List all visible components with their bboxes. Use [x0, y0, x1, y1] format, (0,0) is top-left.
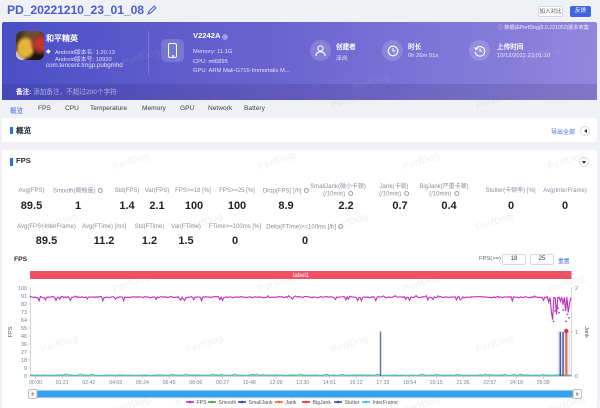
- svg-text:18:54: 18:54: [403, 380, 416, 386]
- svg-text:16:12: 16:12: [350, 380, 363, 386]
- svg-text:73: 73: [21, 310, 27, 316]
- svg-text:SmallJank: SmallJank: [249, 400, 273, 406]
- svg-text:14:51: 14:51: [323, 380, 336, 386]
- svg-text:0: 0: [24, 374, 27, 380]
- svg-text:18: 18: [21, 358, 27, 364]
- svg-text:Jank: Jank: [286, 400, 297, 406]
- svg-text:BigJank: BigJank: [313, 400, 332, 406]
- svg-text:01:21: 01:21: [56, 380, 69, 386]
- svg-text:FPS: FPS: [8, 326, 14, 337]
- svg-text:Smooth: Smooth: [219, 400, 237, 406]
- svg-text:08:06: 08:06: [189, 380, 202, 386]
- svg-text:Stutter: Stutter: [345, 400, 361, 406]
- svg-text:9: 9: [24, 366, 27, 372]
- svg-text:20:15: 20:15: [430, 380, 443, 386]
- svg-text:04:03: 04:03: [109, 380, 122, 386]
- svg-text:21:36: 21:36: [457, 380, 470, 386]
- svg-text:17:33: 17:33: [376, 380, 389, 386]
- svg-text:100: 100: [18, 286, 27, 292]
- svg-text:0: 0: [575, 374, 578, 380]
- svg-text:FPS: FPS: [197, 400, 208, 406]
- svg-text:91: 91: [21, 294, 27, 300]
- svg-text:22:57: 22:57: [483, 380, 496, 386]
- svg-text:Jank: Jank: [583, 326, 589, 338]
- svg-text:2: 2: [575, 286, 578, 292]
- svg-text:label1: label1: [293, 273, 310, 279]
- svg-text:24:18: 24:18: [510, 380, 523, 386]
- svg-text:27: 27: [21, 350, 27, 356]
- svg-text:1: 1: [575, 330, 578, 336]
- svg-text:46: 46: [21, 334, 27, 340]
- svg-text:00:00: 00:00: [29, 380, 42, 386]
- svg-text:05:24: 05:24: [136, 380, 149, 386]
- svg-text:55: 55: [21, 326, 27, 332]
- svg-text:36: 36: [21, 342, 27, 348]
- svg-text:25:39: 25:39: [537, 380, 550, 386]
- svg-text:82: 82: [21, 302, 27, 308]
- svg-text:02:42: 02:42: [82, 380, 95, 386]
- svg-text:13:30: 13:30: [296, 380, 309, 386]
- svg-text:06:45: 06:45: [163, 380, 176, 386]
- svg-text:10:48: 10:48: [243, 380, 256, 386]
- svg-text:12:09: 12:09: [270, 380, 283, 386]
- svg-text:InterFrame: InterFrame: [373, 400, 398, 406]
- svg-text:09:27: 09:27: [216, 380, 229, 386]
- svg-text:64: 64: [21, 318, 27, 324]
